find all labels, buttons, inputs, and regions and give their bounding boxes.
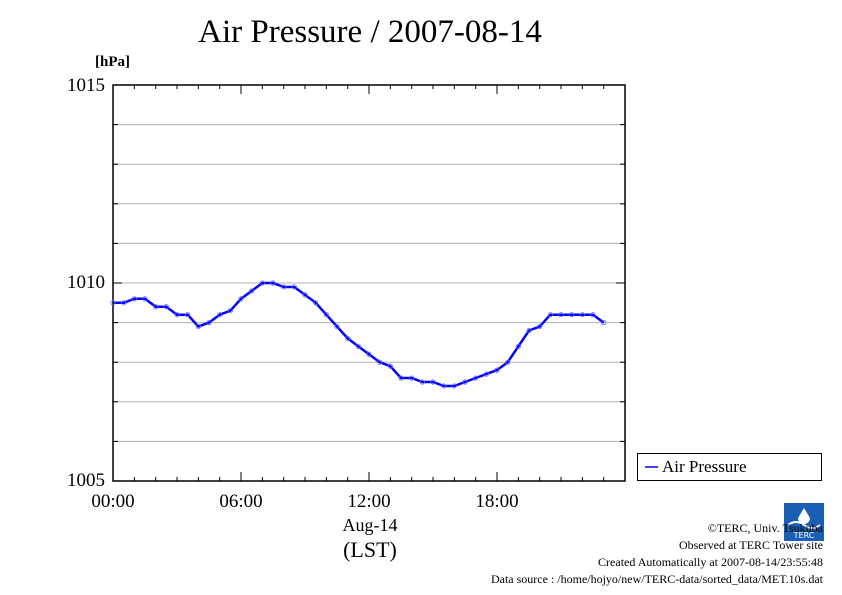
y-tick-label-1010: 1010 <box>67 272 105 293</box>
data-point-0-42 <box>558 312 564 318</box>
data-point-0-32 <box>451 383 457 389</box>
series-line-0 <box>113 281 605 388</box>
data-point-0-0 <box>110 300 116 306</box>
data-point-0-6 <box>174 312 180 318</box>
data-point-0-10 <box>217 312 223 318</box>
data-point-0-28 <box>409 375 415 381</box>
data-source-text: Data source : /home/hojyo/new/TERC-data/… <box>490 572 823 586</box>
y-axis-unit-label: [hPa] <box>95 54 130 70</box>
data-point-0-33 <box>462 379 468 385</box>
data-point-0-35 <box>483 371 489 377</box>
data-point-0-36 <box>494 367 500 373</box>
y-tick-label-1005: 1005 <box>67 470 105 491</box>
observed-text: Observed at TERC Tower site <box>678 538 823 552</box>
data-point-0-7 <box>185 312 191 318</box>
x-tick-label-0600: 06:00 <box>219 491 263 512</box>
data-point-0-4 <box>153 304 159 310</box>
x-axis-unit-label: (LST) <box>343 537 397 562</box>
data-point-0-37 <box>505 359 511 365</box>
data-point-0-24 <box>366 351 372 357</box>
x-tick-label-0000: 00:00 <box>91 491 135 512</box>
x-axis-date-label: Aug-14 <box>342 515 398 535</box>
data-point-0-44 <box>579 312 585 318</box>
data-point-0-17 <box>291 284 297 290</box>
legend-label: Air Pressure <box>662 457 747 476</box>
data-point-0-43 <box>569 312 575 318</box>
legend-line-symbol <box>645 466 658 468</box>
data-point-0-11 <box>227 308 233 314</box>
data-point-0-30 <box>430 379 436 385</box>
data-point-0-34 <box>473 375 479 381</box>
data-point-0-2 <box>131 296 137 302</box>
data-point-0-23 <box>355 343 361 349</box>
data-point-0-13 <box>249 288 255 294</box>
data-point-0-15 <box>270 280 276 286</box>
data-point-0-46 <box>601 319 607 326</box>
data-point-0-25 <box>377 359 383 365</box>
data-point-0-22 <box>345 335 351 342</box>
legend: Air Pressure <box>637 453 822 481</box>
data-point-0-20 <box>323 312 329 318</box>
chart-title: Air Pressure / 2007-08-14 <box>198 14 542 50</box>
data-point-0-26 <box>387 363 393 369</box>
data-point-0-5 <box>163 304 169 310</box>
data-point-0-21 <box>334 323 340 330</box>
data-point-0-14 <box>259 280 265 286</box>
data-point-0-39 <box>526 327 532 334</box>
data-point-0-29 <box>419 379 425 385</box>
y-tick-label-1015: 1015 <box>67 75 105 96</box>
data-point-0-31 <box>441 383 447 389</box>
data-point-0-19 <box>313 300 319 306</box>
created-text: Created Automatically at 2007-08-14/23:5… <box>598 555 823 569</box>
data-point-0-9 <box>206 319 212 326</box>
data-point-0-8 <box>195 323 201 330</box>
data-point-0-12 <box>238 296 244 302</box>
data-point-0-3 <box>142 296 148 302</box>
data-point-0-18 <box>302 292 308 298</box>
copyright-text: ©TERC, Univ. Tsukuba <box>707 521 823 535</box>
x-tick-label-1800: 18:00 <box>475 491 519 512</box>
terc-logo-icon: TERC <box>784 503 824 541</box>
data-point-0-16 <box>281 284 287 290</box>
logo-text: TERC <box>793 531 815 540</box>
data-point-0-27 <box>398 375 404 381</box>
data-point-0-38 <box>515 343 521 349</box>
x-tick-label-1200: 12:00 <box>347 491 391 512</box>
data-point-0-40 <box>537 323 543 330</box>
data-point-0-41 <box>547 312 553 318</box>
data-point-0-1 <box>121 300 127 306</box>
data-point-0-45 <box>590 312 596 318</box>
